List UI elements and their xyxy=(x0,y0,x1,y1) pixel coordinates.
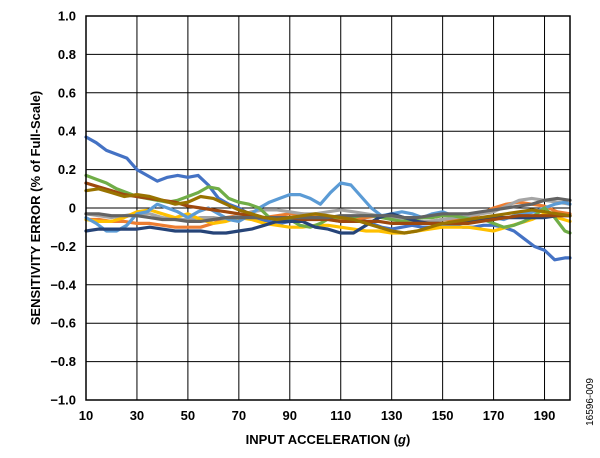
y-axis-label: SENSITIVITY ERROR (% of Full-Scale) xyxy=(28,91,43,326)
x-tick-label: 70 xyxy=(232,408,246,423)
chart-axes xyxy=(85,15,571,401)
y-tick-label: −1.0 xyxy=(50,393,76,408)
series-line-9 xyxy=(84,196,572,223)
x-tick-label: 190 xyxy=(534,408,556,423)
x-tick-label: 90 xyxy=(283,408,297,423)
figure-id: 16596-009 xyxy=(585,378,596,426)
y-tick-label: 0 xyxy=(69,201,76,216)
x-axis-label: INPUT ACCELERATION (g) xyxy=(246,432,411,447)
series-line-10 xyxy=(84,187,572,235)
x-tick-label: 130 xyxy=(381,408,403,423)
y-tick-label: 0.4 xyxy=(58,124,77,139)
x-tick-label: 50 xyxy=(181,408,195,423)
y-tick-label: −0.2 xyxy=(50,239,76,254)
x-tick-label: 170 xyxy=(483,408,505,423)
chart-tick-labels: −1.0 −0.8 −0.6 −0.4 −0.2 0 0.2 0.4 0.6 0.8 1.0 10 30… xyxy=(50,9,555,424)
x-tick-label: 10 xyxy=(79,408,93,423)
y-tick-label: −0.4 xyxy=(50,277,76,292)
y-tick-label: −0.6 xyxy=(50,316,76,331)
x-tick-label: 150 xyxy=(432,408,454,423)
series-line-7 xyxy=(84,212,572,235)
y-tick-label: 1.0 xyxy=(58,9,76,24)
chart-series xyxy=(84,135,572,262)
x-tick-label: 30 xyxy=(130,408,144,423)
y-tick-label: −0.8 xyxy=(50,354,76,369)
plot-frame xyxy=(85,15,571,401)
x-tick-label: 110 xyxy=(330,408,351,423)
y-tick-label: 0.2 xyxy=(58,162,76,177)
y-tick-label: 0.6 xyxy=(58,85,76,100)
series-line-4 xyxy=(84,208,572,235)
y-tick-label: 0.8 xyxy=(58,47,76,62)
